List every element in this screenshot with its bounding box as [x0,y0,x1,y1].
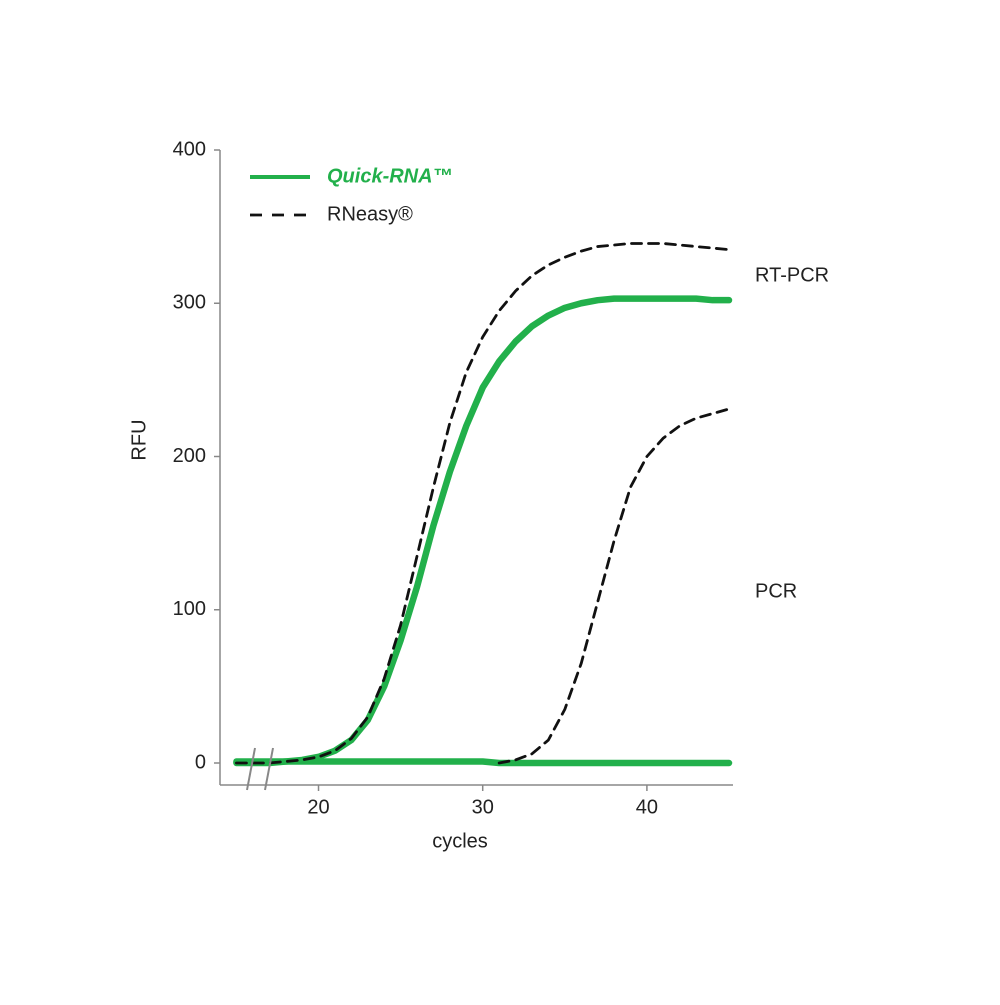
axis-break [246,747,256,791]
series-line [233,758,733,767]
y-tick-label: 400 [173,138,206,160]
series-line [233,295,733,767]
legend-label: Quick-RNA™ [327,165,453,187]
axis-break [264,747,274,791]
legend-label: RNeasy® [327,203,413,225]
series-line [497,407,731,765]
x-axis-label: cycles [432,830,488,852]
y-tick-label: 0 [195,751,206,773]
y-tick-label: 200 [173,445,206,467]
y-axis-label: RFU [128,419,150,460]
x-tick-label: 20 [307,796,329,818]
y-tick-label: 100 [173,598,206,620]
y-tick-label: 300 [173,292,206,314]
series-line [235,242,731,765]
x-tick-label: 30 [472,796,494,818]
annotation: RT-PCR [755,264,829,286]
x-tick-label: 40 [636,796,658,818]
annotation: PCR [755,580,797,602]
